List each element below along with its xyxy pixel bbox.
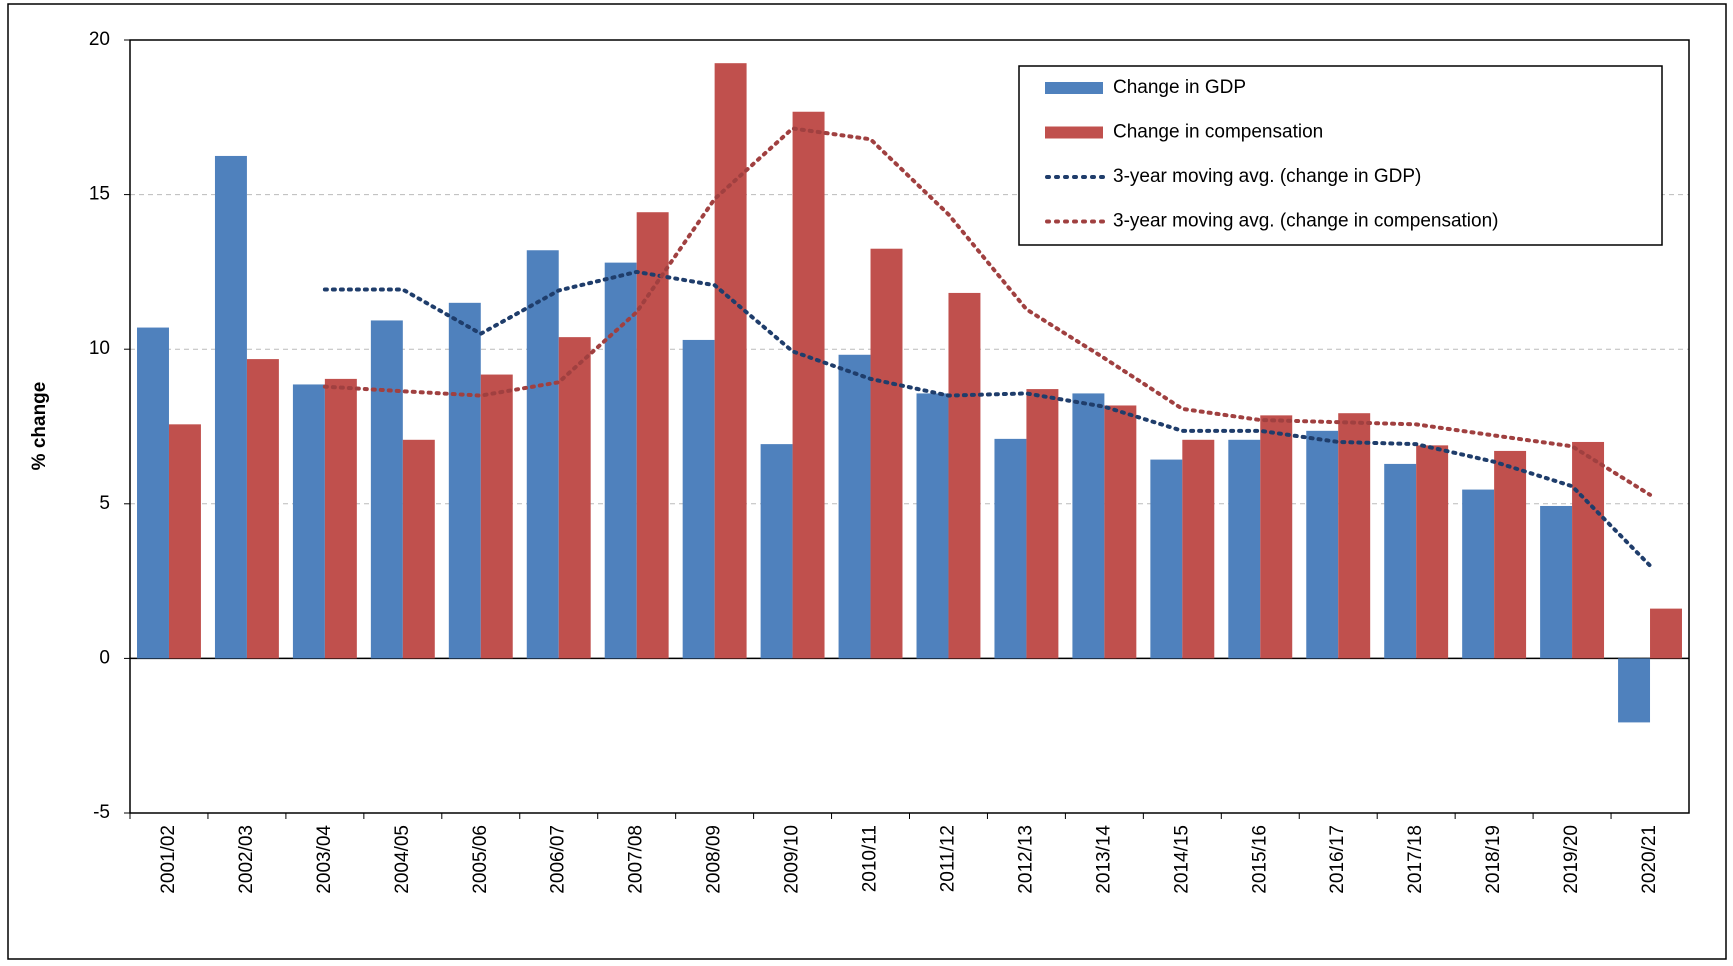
- bar: [1338, 413, 1371, 659]
- y-tick-label: 20: [89, 29, 110, 50]
- x-tick-label: 2013/14: [1093, 825, 1114, 894]
- bar: [948, 292, 981, 659]
- bar: [558, 337, 591, 659]
- x-tick-label: 2014/15: [1171, 825, 1192, 894]
- bar: [448, 302, 481, 659]
- x-tick-label: 2001/02: [158, 825, 179, 894]
- bar: [1104, 405, 1137, 659]
- bar: [838, 354, 871, 659]
- bar: [604, 262, 637, 659]
- bar: [714, 63, 747, 659]
- bar: [402, 439, 435, 659]
- x-tick-label: 2018/19: [1483, 825, 1504, 894]
- bar: [370, 320, 403, 659]
- x-tick-label: 2016/17: [1327, 825, 1348, 894]
- bar: [1540, 505, 1573, 659]
- bar: [324, 378, 357, 659]
- bar: [916, 393, 949, 659]
- x-tick-label: 2011/12: [937, 825, 958, 892]
- legend-swatch: [1045, 126, 1103, 139]
- y-tick-label: 5: [99, 493, 110, 514]
- x-tick-label: 2004/05: [392, 825, 413, 894]
- bar: [137, 327, 169, 659]
- bar: [1462, 489, 1495, 659]
- moving-average-line: [322, 126, 1653, 497]
- x-tick-label: 2010/11: [860, 825, 881, 892]
- y-axis-label: % change: [29, 382, 50, 471]
- y-tick-label: -5: [93, 802, 110, 823]
- x-tick-label: 2007/08: [626, 825, 647, 894]
- bar: [526, 250, 559, 659]
- x-tick-label: 2008/09: [704, 825, 725, 894]
- bar: [1384, 463, 1417, 659]
- bar: [682, 339, 715, 659]
- x-tick-label: 2005/06: [470, 825, 491, 894]
- y-tick-label: 10: [89, 338, 110, 359]
- bar: [1182, 439, 1215, 659]
- x-tick-label: 2017/18: [1405, 825, 1426, 894]
- bar: [292, 384, 325, 659]
- y-tick-label: 0: [99, 647, 110, 668]
- bar: [1228, 439, 1261, 659]
- legend-label: 3-year moving avg. (change in GDP): [1113, 166, 1421, 187]
- bar: [1260, 415, 1293, 659]
- bar: [168, 424, 201, 659]
- bar: [760, 444, 793, 659]
- bar: [1306, 430, 1339, 659]
- bar: [792, 111, 825, 659]
- x-tick-label: 2019/20: [1561, 825, 1582, 894]
- bar: [214, 155, 247, 659]
- legend-label: Change in compensation: [1113, 122, 1323, 143]
- bar: [1150, 459, 1183, 659]
- legend-label: Change in GDP: [1113, 77, 1246, 98]
- legend-swatch: [1045, 82, 1103, 94]
- x-tick-label: 2002/03: [236, 825, 257, 894]
- x-tick-label: 2003/04: [314, 825, 335, 894]
- x-tick-label: 2020/21: [1639, 825, 1660, 894]
- x-tick-label: 2006/07: [548, 825, 569, 894]
- legend-box: [1018, 65, 1663, 246]
- bar: [1072, 393, 1105, 659]
- bar: [1026, 389, 1059, 659]
- y-tick-label: 15: [89, 184, 110, 205]
- x-tick-label: 2009/10: [782, 825, 803, 894]
- bar: [246, 359, 279, 659]
- bar: [1416, 445, 1449, 659]
- bar: [636, 212, 669, 659]
- moving-average-line: [322, 269, 1653, 568]
- bar: [1572, 441, 1605, 659]
- bar: [1650, 608, 1682, 659]
- x-tick-label: 2012/13: [1015, 825, 1036, 894]
- bar: [1494, 450, 1527, 659]
- x-tick-label: 2015/16: [1249, 825, 1270, 894]
- legend-label: 3-year moving avg. (change in compensati…: [1113, 211, 1498, 232]
- bar: [994, 438, 1027, 659]
- bar: [870, 248, 903, 659]
- bar: [1618, 658, 1651, 723]
- bar: [480, 374, 513, 659]
